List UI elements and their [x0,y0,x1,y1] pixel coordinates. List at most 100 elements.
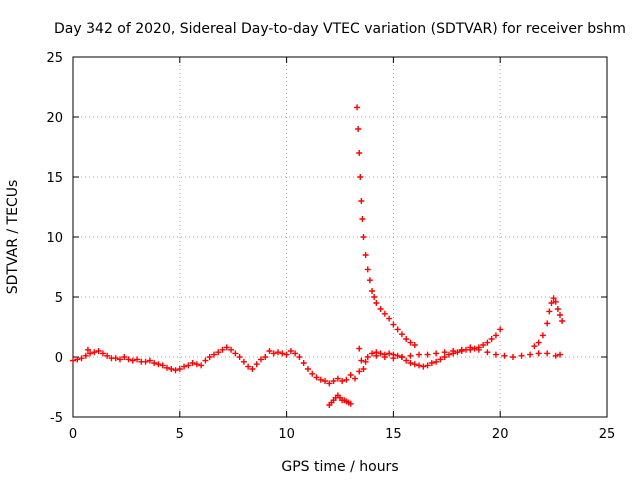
data-point [351,375,358,382]
data-point [313,374,320,381]
data-point [433,358,440,365]
data-point [411,342,418,348]
data-point [362,358,369,365]
data-point [518,352,525,359]
data-point [454,349,461,356]
data-point [146,357,153,364]
data-point [78,355,85,362]
data-point [484,339,491,346]
data-point [343,376,350,383]
x-axis-label: GPS time / hours [281,459,398,475]
data-point [471,345,478,352]
data-point [354,104,361,111]
data-point [240,358,247,365]
data-point [544,350,551,357]
data-point [287,348,294,354]
data-point [386,315,393,322]
data-point [104,352,111,359]
data-point [364,266,371,273]
data-point [219,346,226,353]
data-point [480,342,487,348]
data-point [151,360,158,366]
data-point [433,350,440,357]
data-point [531,343,538,350]
data-point [112,355,119,362]
data-point [334,375,341,382]
data-point [358,198,365,204]
data-point [275,349,282,356]
data-point [386,350,393,357]
data-point [364,354,371,360]
data-point [279,350,286,357]
data-point [181,363,188,370]
data-point [210,351,217,358]
data-point [411,361,418,368]
data-point [424,362,431,369]
data-point [497,326,504,333]
y-tick-label: 5 [55,291,63,306]
data-point [283,351,290,358]
y-tick-label: 0 [55,351,63,366]
data-point [362,252,369,258]
data-point [371,294,378,300]
data-point [347,400,354,407]
data-point [398,354,405,360]
data-point [253,361,260,368]
y-tick-labels: -5 0 5 10 15 20 25 [46,51,63,426]
x-tick-label: 5 [176,427,184,442]
data-point [142,358,149,365]
data-point [355,126,362,132]
data-point [381,354,388,360]
data-point [424,351,431,358]
data-point [488,336,495,342]
data-point [548,300,555,306]
data-point [546,308,553,315]
data-point [309,370,316,377]
data-point [544,320,551,327]
data-point [357,174,364,180]
data-point [407,339,414,346]
data-point [155,361,162,368]
data-point [492,332,499,339]
data-point [559,318,566,324]
data-point [445,351,452,358]
data-point [390,321,397,328]
data-point [95,348,102,354]
data-point [552,298,559,305]
data-points [70,104,566,408]
data-point [304,366,311,372]
data-point [129,357,136,364]
chart-title: Day 342 of 2020, Sidereal Day-to-day VTE… [54,21,626,37]
data-point [185,362,192,369]
data-point [407,352,414,359]
data-point [398,331,405,338]
data-point [198,362,205,369]
x-tick-label: 0 [69,427,77,442]
data-point [202,357,209,364]
data-point [270,350,277,357]
data-point [420,363,427,370]
data-point [125,356,132,363]
data-point [437,356,444,363]
data-point [458,346,465,353]
data-point [510,354,517,360]
data-point [159,362,166,369]
data-point [554,306,561,312]
grid [73,57,607,417]
axis-ticks [72,56,608,418]
data-point [206,354,213,360]
data-point [366,277,373,284]
data-point [228,346,235,353]
data-point [249,366,256,372]
x-tick-labels: 0 5 10 15 20 25 [69,427,615,442]
data-point [82,352,89,359]
data-point [360,234,367,240]
data-point [539,332,546,339]
data-point [428,360,435,366]
data-point [407,360,414,366]
data-point [339,378,346,384]
data-point [359,216,366,222]
data-point [292,350,299,357]
data-point [501,352,508,359]
